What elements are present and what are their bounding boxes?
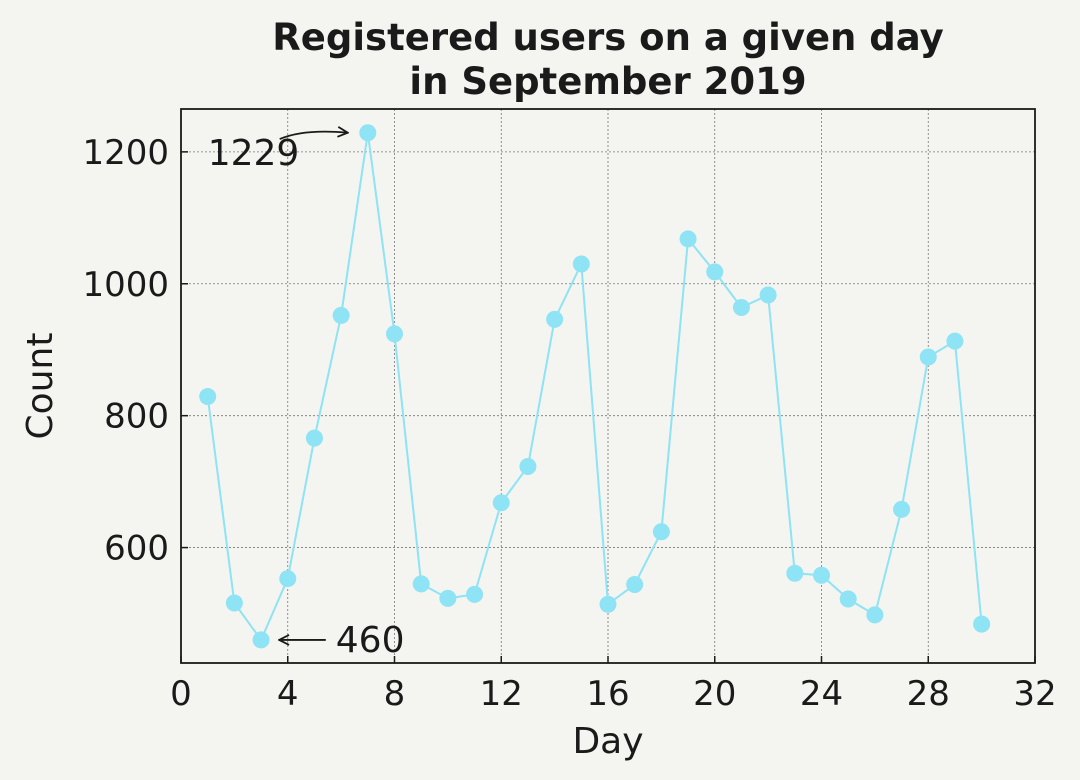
data-point <box>572 255 590 273</box>
x-tick-label: 24 <box>800 674 843 714</box>
x-tick-label: 0 <box>170 674 192 714</box>
x-tick-label: 28 <box>907 674 950 714</box>
data-point <box>893 500 911 518</box>
title-line: Registered users on a given day <box>272 16 943 59</box>
data-point <box>786 564 804 582</box>
axis-ticks: 0 4 8 12 16 20 24 28 32 600 800 1000 1200 <box>82 133 1056 714</box>
data-point <box>225 594 243 612</box>
grid-lines <box>181 109 1035 663</box>
x-tick-label: 16 <box>586 674 629 714</box>
y-tick-label: 1000 <box>82 265 169 305</box>
y-tick-label: 1200 <box>82 133 169 173</box>
chart-title: Registered users on a given day in Septem… <box>272 16 943 103</box>
annotation-label: 460 <box>336 620 405 661</box>
data-point <box>813 566 830 584</box>
data-point <box>305 429 323 447</box>
annotations: 1229 460 <box>208 132 405 661</box>
x-tick-label: 32 <box>1013 674 1056 714</box>
data-point <box>199 388 217 406</box>
x-tick-label: 12 <box>480 674 523 714</box>
annotation-arrow <box>279 132 348 140</box>
data-point <box>252 631 270 649</box>
title-line: in September 2019 <box>409 60 806 103</box>
data-point <box>973 615 991 633</box>
data-point <box>386 325 403 343</box>
data-point <box>759 286 777 304</box>
data-point <box>652 523 670 541</box>
x-tick-label: 4 <box>277 674 299 714</box>
data-point <box>519 457 537 475</box>
annotation-label: 1229 <box>208 133 300 174</box>
y-axis-label: Count <box>20 333 61 440</box>
data-point <box>679 230 697 248</box>
y-tick-label: 600 <box>104 529 169 569</box>
x-axis-label: Day <box>572 721 643 762</box>
data-point <box>332 306 350 324</box>
y-tick-label: 800 <box>104 397 169 437</box>
data-point <box>706 263 724 281</box>
data-point <box>919 348 937 366</box>
data-point <box>359 124 377 142</box>
data-point <box>412 575 430 593</box>
data-point <box>839 590 857 608</box>
data-point <box>492 494 510 512</box>
data-point <box>599 595 617 613</box>
x-tick-label: 8 <box>384 674 406 714</box>
data-point <box>946 332 964 350</box>
data-point <box>279 570 297 588</box>
series-layer <box>199 124 991 649</box>
x-tick-label: 20 <box>693 674 736 714</box>
data-point <box>466 585 484 603</box>
data-point <box>732 299 750 317</box>
data-point <box>439 589 457 607</box>
data-point <box>866 606 884 624</box>
series-line <box>206 132 983 642</box>
data-point <box>626 576 644 594</box>
data-point <box>546 310 564 328</box>
